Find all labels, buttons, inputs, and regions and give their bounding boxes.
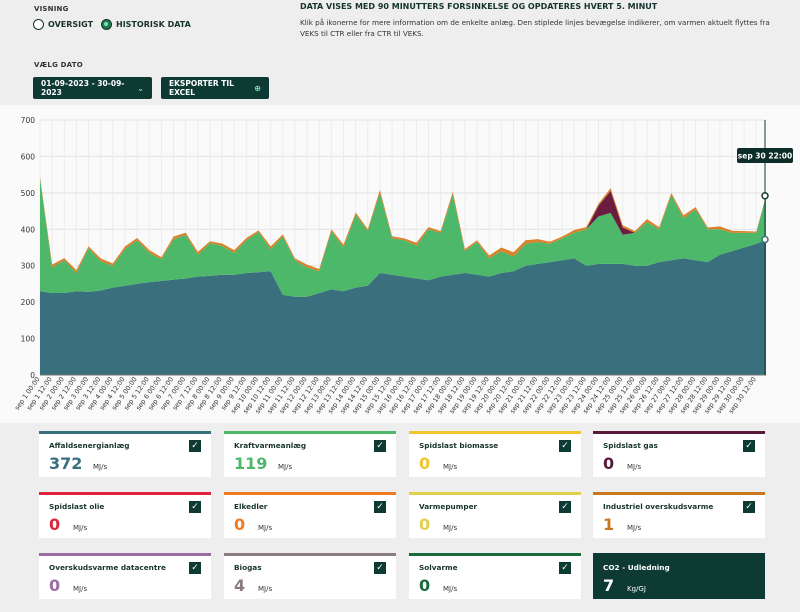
hover-marker	[761, 192, 769, 200]
y-tick-label: 0	[30, 371, 35, 380]
radio-overview[interactable]: OVERSIGT	[33, 19, 93, 30]
radio-historic-label: HISTORISK DATA	[116, 20, 191, 29]
hover-marker	[761, 235, 769, 244]
chart-panel: 0 100 200 300 400 500 600 700 sep 1 00:00 sep 1 1…	[0, 105, 800, 423]
card-name: Spidslast olie	[49, 502, 105, 511]
card-value: 119	[234, 454, 268, 473]
checkbox-checked-icon[interactable]: ✓	[374, 501, 386, 513]
legend-card[interactable]: Spidslast olie 0 MJ/s ✓	[39, 492, 211, 538]
date-range-picker[interactable]: 01-09-2023 - 30-09-2023 ⌄	[33, 77, 152, 99]
card-name: Kraftvarmeanlæg	[234, 441, 307, 450]
legend-card[interactable]: Kraftvarmeanlæg 119 MJ/s ✓	[224, 431, 396, 477]
area-series[interactable]	[40, 239, 766, 376]
card-name: Spidslast gas	[603, 441, 658, 450]
legend-card[interactable]: Solvarme 0 MJ/s ✓	[409, 553, 581, 599]
y-tick-label: 700	[21, 116, 36, 125]
y-tick-label: 600	[21, 152, 36, 161]
legend-card[interactable]: Affaldsenergianlæg 372 MJ/s ✓	[39, 431, 211, 477]
area-series[interactable]	[40, 178, 766, 273]
legend-card[interactable]: Spidslast biomasse 0 MJ/s ✓	[409, 431, 581, 477]
card-value: 1	[603, 515, 615, 534]
y-tick-label: 500	[21, 189, 36, 198]
export-excel-button[interactable]: EKSPORTER TIL EXCEL ⊕	[161, 77, 269, 99]
radio-historic[interactable]: HISTORISK DATA	[101, 19, 191, 30]
checkbox-checked-icon[interactable]: ✓	[743, 501, 755, 513]
card-unit: MJ/s	[93, 463, 108, 471]
card-value: 0	[234, 515, 246, 534]
card-value: 372	[49, 454, 83, 473]
header: VISNING OVERSIGT HISTORISK DATA DATA VIS…	[0, 0, 800, 104]
checkbox-checked-icon[interactable]: ✓	[559, 501, 571, 513]
card-unit: MJ/s	[258, 524, 273, 532]
card-unit: MJ/s	[73, 524, 88, 532]
card-value: 0	[419, 576, 431, 595]
y-tick-label: 200	[21, 298, 36, 307]
card-name: Biogas	[234, 563, 262, 572]
legend-card[interactable]: Elkedler 0 MJ/s ✓	[224, 492, 396, 538]
legend-card[interactable]: Industriel overskudsvarme 1 MJ/s ✓	[593, 492, 765, 538]
y-tick-label: 400	[21, 225, 36, 234]
view-label: VISNING	[34, 5, 69, 13]
date-range-value: 01-09-2023 - 30-09-2023	[41, 79, 125, 97]
checkbox-checked-icon[interactable]: ✓	[374, 440, 386, 452]
card-unit: MJ/s	[627, 524, 642, 532]
card-unit: Kg/GJ	[627, 585, 646, 593]
card-name: Varmepumper	[419, 502, 478, 511]
checkbox-checked-icon[interactable]: ✓	[559, 440, 571, 452]
card-name: Affaldsenergianlæg	[49, 441, 130, 450]
card-unit: MJ/s	[443, 585, 458, 593]
checkbox-checked-icon[interactable]: ✓	[374, 562, 386, 574]
radio-circle-icon	[33, 19, 44, 30]
card-unit: MJ/s	[278, 463, 293, 471]
card-name: Overskudsvarme datacentre	[49, 563, 166, 572]
area-series[interactable]	[40, 178, 766, 297]
card-value: 0	[419, 454, 431, 473]
card-value: 0	[49, 515, 61, 534]
checkbox-checked-icon[interactable]: ✓	[559, 562, 571, 574]
card-name: Spidslast biomasse	[419, 441, 499, 450]
card-unit: MJ/s	[627, 463, 642, 471]
info-title: DATA VISES MED 90 MINUTTERS FORSINKELSE …	[300, 2, 658, 11]
card-name: Industriel overskudsvarme	[603, 502, 714, 511]
card-name: Solvarme	[419, 563, 458, 572]
legend-card[interactable]: CO2 - Udledning 7 Kg/GJ	[593, 553, 765, 599]
chevron-down-icon: ⌄	[137, 83, 144, 93]
radio-selected-icon	[101, 19, 112, 30]
tooltip-text: sep 30 22:00	[738, 152, 792, 161]
tooltip-box	[737, 148, 793, 163]
card-unit: MJ/s	[73, 585, 88, 593]
legend-card[interactable]: Varmepumper 0 MJ/s ✓	[409, 492, 581, 538]
radio-overview-label: OVERSIGT	[48, 20, 94, 29]
y-tick-label: 100	[21, 335, 36, 344]
card-name: Elkedler	[234, 502, 268, 511]
card-value: 0	[49, 576, 61, 595]
legend-card[interactable]: Spidslast gas 0 MJ/s ✓	[593, 431, 765, 477]
checkbox-checked-icon[interactable]: ✓	[189, 562, 201, 574]
card-value: 0	[603, 454, 615, 473]
y-tick-label: 300	[21, 262, 36, 271]
card-unit: MJ/s	[258, 585, 273, 593]
checkbox-checked-icon[interactable]: ✓	[189, 440, 201, 452]
card-unit: MJ/s	[443, 463, 458, 471]
checkbox-checked-icon[interactable]: ✓	[189, 501, 201, 513]
date-label: VÆLG DATO	[34, 61, 83, 69]
card-value: 0	[419, 515, 431, 534]
download-icon: ⊕	[254, 83, 261, 93]
legend-card[interactable]: Overskudsvarme datacentre 0 MJ/s ✓	[39, 553, 211, 599]
checkbox-checked-icon[interactable]: ✓	[743, 440, 755, 452]
card-value: 7	[603, 576, 615, 595]
card-unit: MJ/s	[443, 524, 458, 532]
card-name: CO2 - Udledning	[603, 563, 670, 572]
card-value: 4	[234, 576, 246, 595]
info-text: Klik på ikonerne for mere information om…	[300, 18, 770, 38]
legend-card[interactable]: Biogas 4 MJ/s ✓	[224, 553, 396, 599]
export-label: EKSPORTER TIL EXCEL	[169, 79, 234, 97]
